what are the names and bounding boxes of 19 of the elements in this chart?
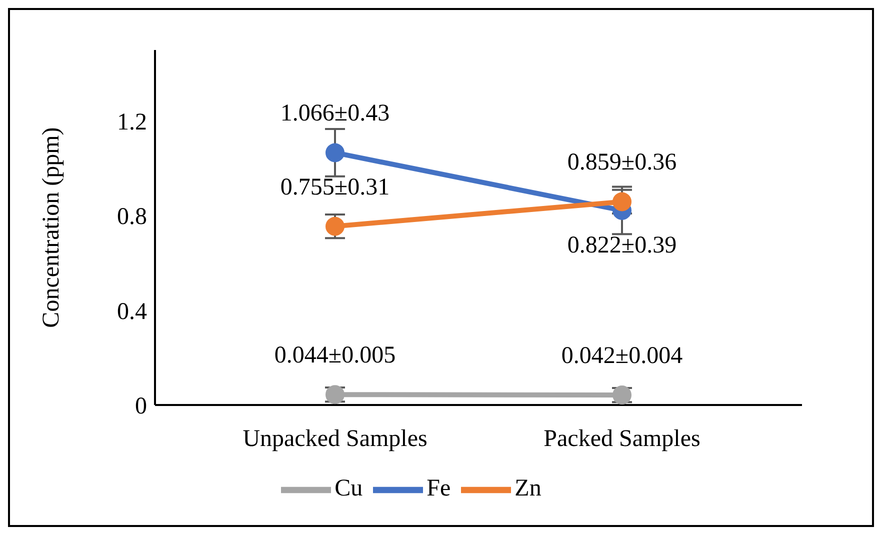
- point: [326, 143, 344, 162]
- legend-label: Fe: [426, 476, 451, 502]
- data-label: 0.044±0.005: [274, 342, 396, 369]
- y-tick-label: 0.8: [117, 204, 147, 230]
- y-tick-label: 0: [135, 394, 147, 420]
- data-label: 0.042±0.004: [561, 343, 683, 370]
- data-label: 0.755±0.31: [280, 174, 390, 200]
- point: [326, 216, 344, 236]
- legend-label: Cu: [334, 476, 363, 502]
- y-tick-label: 1.2: [117, 110, 147, 136]
- y-axis-title: Concentration (ppm): [38, 127, 65, 328]
- point: [612, 192, 632, 212]
- data-label: 0.859±0.36: [567, 150, 677, 176]
- data-label: 0.822±0.39: [567, 232, 677, 258]
- x-tick-label: Packed Samples: [544, 426, 700, 452]
- data-label: 1.066±0.43: [280, 100, 390, 127]
- x-tick-label: Unpacked Samples: [242, 426, 428, 452]
- y-tick-label: 0.4: [117, 298, 147, 325]
- legend-label: Zn: [514, 476, 542, 502]
